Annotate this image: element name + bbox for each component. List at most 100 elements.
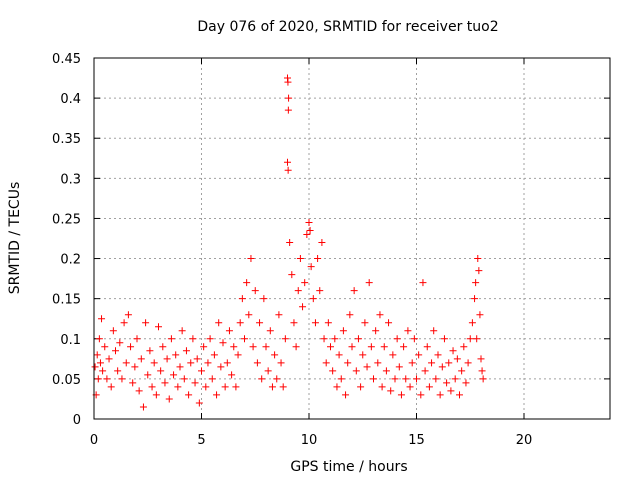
data-point — [118, 375, 126, 383]
axis-ticks: 0 5 10 15 20 0 0.05 0.1 0.15 0.2 0.25 0.3 0.35 0.4 0.4… — [52, 52, 610, 448]
data-point — [198, 367, 205, 375]
data-point — [109, 327, 117, 335]
data-point — [176, 363, 184, 371]
data-point — [286, 239, 294, 247]
data-point — [150, 359, 158, 367]
data-point — [415, 351, 423, 359]
data-point — [159, 343, 167, 351]
data-point — [474, 255, 482, 263]
data-point — [460, 343, 468, 351]
data-point — [215, 319, 223, 327]
data-point — [238, 295, 246, 303]
data-point — [133, 335, 141, 343]
data-point — [107, 383, 115, 391]
data-point — [436, 391, 444, 399]
data-point — [406, 383, 414, 391]
data-point — [367, 343, 375, 351]
data-point — [352, 367, 360, 375]
data-point — [91, 363, 99, 371]
data-point — [471, 295, 479, 303]
data-point — [251, 287, 259, 295]
data-point — [163, 355, 171, 363]
data-point — [202, 383, 210, 391]
data-point — [129, 379, 137, 387]
data-point — [305, 218, 313, 226]
data-point — [279, 383, 287, 391]
data-point — [413, 375, 420, 383]
data-point — [331, 335, 339, 343]
data-point — [200, 343, 208, 351]
data-point — [210, 351, 218, 359]
data-point — [434, 351, 442, 359]
data-point — [277, 359, 285, 367]
data-point — [372, 327, 380, 335]
data-point — [290, 319, 298, 327]
data-point — [135, 387, 143, 395]
data-point — [380, 343, 388, 351]
data-point — [395, 363, 403, 371]
data-point — [103, 375, 111, 383]
data-point — [324, 319, 332, 327]
data-point — [462, 379, 470, 387]
data-point — [284, 166, 292, 174]
y-tick-label: 0.25 — [52, 212, 81, 227]
data-point — [245, 311, 253, 319]
data-point — [385, 319, 393, 327]
y-tick-label: 0.05 — [52, 373, 81, 388]
data-point — [271, 351, 279, 359]
data-point — [447, 387, 455, 395]
data-point — [120, 319, 128, 327]
data-point — [453, 355, 461, 363]
data-point — [322, 359, 330, 367]
data-point — [361, 319, 369, 327]
data-point — [378, 383, 386, 391]
y-axis-label: SRMTID / TECUs — [7, 182, 23, 295]
x-tick-label: 20 — [516, 433, 533, 448]
data-point — [306, 226, 314, 234]
data-point — [228, 371, 236, 379]
data-point — [161, 379, 169, 387]
y-tick-label: 0.45 — [52, 52, 81, 67]
data-point — [421, 367, 429, 375]
data-point — [307, 263, 315, 271]
data-point — [180, 375, 188, 383]
data-point — [95, 335, 103, 343]
data-point — [456, 391, 463, 399]
x-tick-label: 5 — [197, 433, 205, 448]
data-point — [318, 239, 326, 247]
data-point — [148, 383, 156, 391]
data-point — [410, 335, 418, 343]
data-point — [182, 347, 190, 355]
data-point — [344, 359, 352, 367]
data-point — [275, 311, 283, 319]
data-point — [357, 383, 365, 391]
data-point — [408, 359, 416, 367]
data-point — [223, 359, 231, 367]
data-point — [359, 351, 367, 359]
data-point — [187, 359, 195, 367]
data-point — [284, 106, 292, 114]
data-point — [314, 255, 322, 263]
data-point — [112, 347, 119, 355]
data-point — [249, 343, 257, 351]
data-point — [144, 371, 152, 379]
data-point — [475, 267, 483, 275]
data-point — [256, 319, 264, 327]
data-point — [404, 327, 412, 335]
data-point — [206, 335, 214, 343]
data-point — [299, 303, 307, 311]
data-point — [260, 295, 268, 303]
data-point — [172, 351, 180, 359]
data-point — [195, 399, 203, 407]
data-point — [217, 363, 225, 371]
data-points — [91, 74, 487, 411]
data-point — [327, 343, 334, 351]
plot-frame — [93, 57, 611, 420]
y-tick-label: 0.1 — [60, 333, 81, 348]
data-point — [262, 343, 270, 351]
data-point — [101, 343, 109, 351]
x-tick-label: 0 — [90, 433, 98, 448]
data-point — [230, 343, 238, 351]
data-point — [288, 271, 296, 279]
data-point — [122, 359, 130, 367]
